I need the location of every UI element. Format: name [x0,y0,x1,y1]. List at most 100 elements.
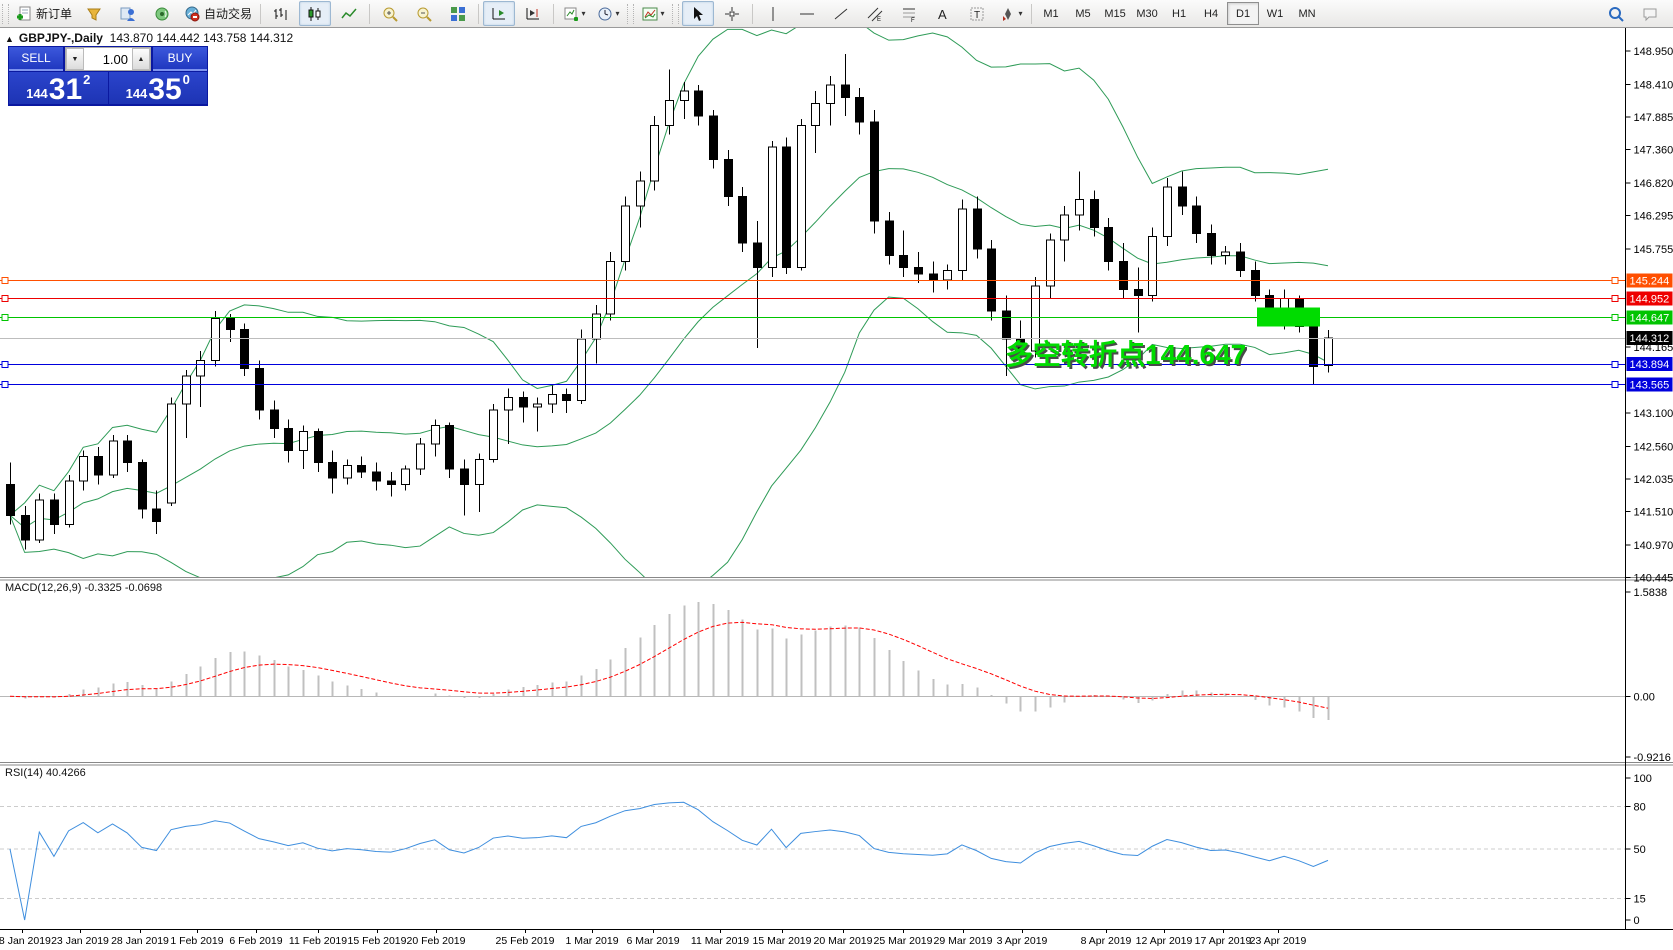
sell-price[interactable]: 144 31 2 [9,72,108,105]
price-tick-label: 140.970 [1634,540,1673,552]
price-tick-label: 147.885 [1634,112,1673,124]
rsi-tick-label: 50 [1634,844,1646,856]
timeframe-m15-button[interactable]: M15 [1104,7,1126,20]
autotrading-button-label: 自动交易 [204,7,253,21]
autotrading-button[interactable]: 自动交易 [180,1,256,26]
zoom-in-button[interactable] [374,1,406,26]
timeframe-m5-button[interactable]: M5 [1075,7,1091,20]
line-chart-button[interactable] [333,1,365,26]
chart-profile-button[interactable] [78,1,110,26]
time-tick-label: 28 Jan 2019 [111,935,169,947]
chat-button[interactable] [1634,1,1666,26]
text-button[interactable]: A [927,1,959,26]
chart-shift-icon [526,7,540,19]
svg-text:144.647: 144.647 [1630,312,1670,324]
fibonacci-icon: F [903,8,916,22]
cursor-button[interactable] [682,1,715,26]
chart-shift-button[interactable] [517,1,549,26]
timeframe-h4-button[interactable]: H4 [1204,7,1219,20]
volume-down-button[interactable]: ▼ [66,48,84,70]
time-tick-label: 1 Mar 2019 [565,935,618,947]
zoom-out-icon [417,7,432,22]
price-tick-label: 144.165 [1634,342,1673,354]
zoom-out-button[interactable] [408,1,440,26]
svg-text:A: A [938,7,947,22]
new-chart-button-caret[interactable]: ▾ [581,9,586,18]
sell-button[interactable]: SELL [9,47,63,71]
autotrade-icon [185,6,200,21]
main-panel [0,28,1626,577]
time-tick-label: 11 Feb 2019 [289,935,347,947]
indicators-button-caret[interactable]: ▾ [660,9,665,18]
timeframe-h1-button[interactable]: H1 [1172,7,1187,20]
price-tick-label: 147.360 [1634,144,1673,156]
rsi-tick-label: 0 [1634,915,1640,927]
horizontal-line-button[interactable] [791,1,823,26]
time-tick-label: 6 Feb 2019 [229,935,282,947]
bar-chart-button[interactable] [265,1,297,26]
macd-tick-label: 0.00 [1634,691,1655,703]
timeframe-m1-button[interactable]: M1 [1043,7,1059,20]
trendline-icon [834,8,848,19]
bid-price-badge: 144.312 [1626,331,1673,346]
channel-button[interactable]: E [859,1,891,26]
time-tick-label: 6 Mar 2019 [626,935,679,947]
tile-windows-button[interactable] [442,1,474,26]
candle-chart-icon [308,6,321,21]
indicators-button[interactable]: ▾ [637,1,669,26]
macd-label: MACD(12,26,9) -0.3325 -0.0698 [5,582,163,594]
time-tick-label: 15 Mar 2019 [753,935,812,947]
one-click-trading-panel: SELL ▼ ▲ BUY 144 31 2 144 35 0 [8,46,208,106]
trendline-button[interactable] [825,1,857,26]
crosshair-button[interactable] [716,1,748,26]
highlight-box[interactable] [1257,307,1320,327]
price-badge-144.647: 144.647 [1626,310,1673,325]
price-axis[interactable]: 148.950 148.410 147.885 147.360 146.820 146.2… [1625,46,1673,927]
text-label-icon: T [970,7,984,21]
svg-text:143.565: 143.565 [1630,379,1670,391]
timeframe-d1-button[interactable]: D1 [1227,2,1260,25]
rsi-tick-label: 100 [1634,773,1652,785]
candlestick-chart-button[interactable] [299,1,332,26]
buy-button[interactable]: BUY [153,47,207,71]
volume-input[interactable] [84,48,132,70]
new-chart-button[interactable]: ▾ [558,1,590,26]
toolbar: 新订单 自动交易 ▾ ▾ ▾ E F A T ▾ M1 M5 M15 M30 H1 H4 D1 W1 MN [0,0,1673,28]
new-order-button[interactable]: 新订单 [12,1,76,26]
time-tick-label: 18 Jan 2019 [0,935,51,947]
signal-button[interactable] [146,1,178,26]
arrows-button[interactable]: ▾ [995,1,1027,26]
market-watch-button[interactable] [112,1,144,26]
ohlc-values: 143.870 144.442 143.758 144.312 [109,31,294,45]
timeframe-m30-button[interactable]: M30 [1136,7,1158,20]
vertical-line-button[interactable] [757,1,789,26]
price-tick-label: 148.410 [1634,79,1673,91]
pivot-annotation-text: 多空转折点144.647 [1005,339,1247,370]
buy-price-pip: 0 [182,72,190,87]
text-label-button[interactable]: T [961,1,993,26]
price-tick-label: 145.755 [1634,244,1673,256]
price-tick-label: 140.445 [1634,572,1673,584]
search-button[interactable] [1600,1,1632,26]
periods-button-caret[interactable]: ▾ [615,9,620,18]
volume-up-button[interactable]: ▲ [132,48,150,70]
new-order-icon [17,6,31,20]
fibonacci-button[interactable]: F [893,1,925,26]
arrows-button-caret[interactable]: ▾ [1018,9,1023,18]
timeframe-mn-button[interactable]: MN [1298,7,1316,20]
periods-button[interactable]: ▾ [592,1,624,26]
macd-tick-label: 1.5838 [1634,587,1668,599]
price-tick-label: 142.560 [1634,442,1673,454]
time-tick-label: 25 Mar 2019 [874,935,933,947]
crosshair-icon [725,6,740,21]
timeframe-w1-button[interactable]: W1 [1266,7,1284,20]
new-order-button-label: 新订单 [36,7,73,21]
buy-price[interactable]: 144 35 0 [108,72,207,105]
collapse-panel-icon[interactable]: ▲ [5,34,14,44]
line-chart-icon [341,8,357,18]
search-icon [1609,6,1624,22]
horizontal-line-icon [800,13,815,14]
auto-scroll-button[interactable] [483,1,516,26]
